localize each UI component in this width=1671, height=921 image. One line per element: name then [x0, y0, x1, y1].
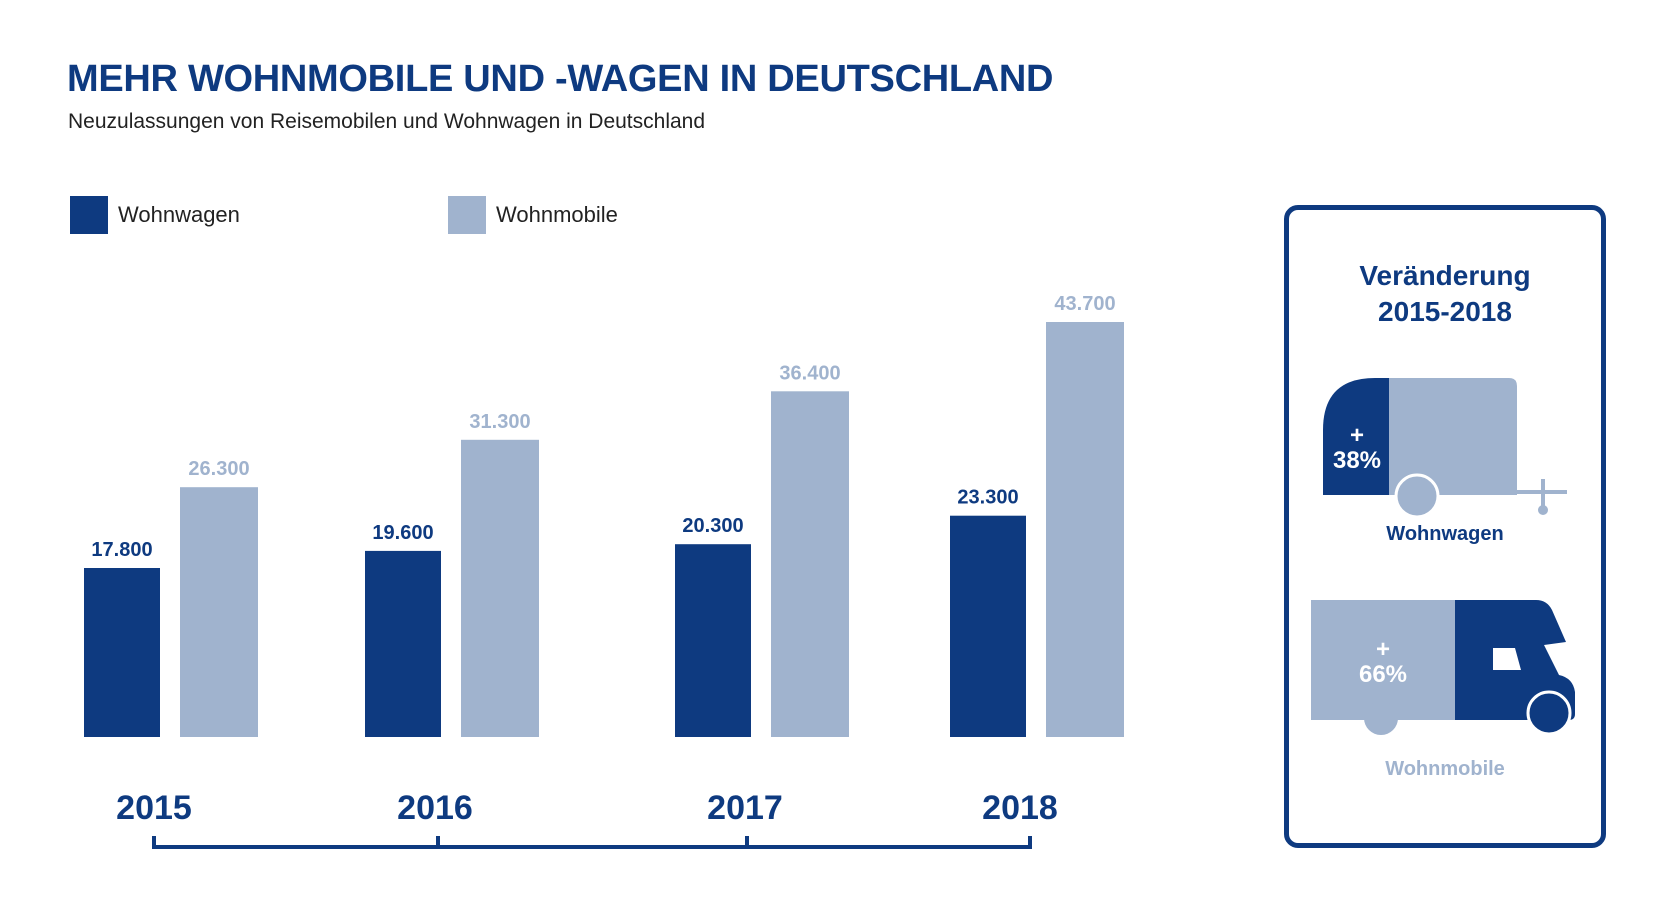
data-label-wohnmobile-2015: 26.300 — [188, 458, 249, 480]
bar-wohnmobile-2017 — [771, 391, 849, 737]
year-label-2015: 2015 — [116, 789, 192, 827]
caravan-pct: 38% — [1333, 447, 1381, 474]
year-label-2017: 2017 — [707, 789, 783, 827]
legend-label-wohnwagen: Wohnwagen — [118, 202, 240, 227]
caravan-icon: + 38% — [1323, 378, 1567, 518]
data-label-wohnwagen-2016: 19.600 — [372, 522, 433, 544]
data-label-wohnwagen-2018: 23.300 — [957, 487, 1018, 509]
legend-label-wohnmobile: Wohnmobile — [496, 202, 618, 227]
motorhome-plus: + — [1376, 636, 1390, 663]
bar-wohnwagen-2015 — [84, 568, 160, 737]
bar-wohnmobile-2015 — [180, 487, 258, 737]
year-label-2016: 2016 — [397, 789, 473, 827]
caravan-plus: + — [1350, 422, 1364, 449]
bar-wohnmobile-2018 — [1046, 322, 1124, 737]
bar-chart: 17.800 26.300 19.600 31.300 20.300 36.400 23.3… — [84, 293, 1124, 849]
data-label-wohnwagen-2017: 20.300 — [682, 515, 743, 537]
panel-title: Veränderung 2015-2018 — [1289, 258, 1601, 330]
chart-title: MEHR WOHNMOBILE UND -WAGEN IN DEUTSCHLAN… — [67, 58, 1054, 100]
bar-group: 17.800 26.300 19.600 31.300 20.300 36.400 23.3… — [84, 293, 1124, 737]
panel-title-line1: Veränderung — [1359, 260, 1531, 291]
motorhome-pct: 66% — [1359, 661, 1407, 688]
data-label-wohnwagen-2015: 17.800 — [91, 539, 152, 561]
year-timeline: 2015 2016 2017 2018 — [116, 789, 1058, 849]
bar-wohnwagen-2018 — [950, 515, 1026, 737]
year-label-2018: 2018 — [982, 789, 1058, 827]
bar-wohnmobile-2016 — [461, 439, 539, 737]
legend-item-wohnwagen: Wohnwagen — [70, 196, 240, 234]
change-panel: Veränderung 2015-2018 + 38% Wohnwagen + … — [1284, 205, 1606, 848]
chart-subtitle: Neuzulassungen von Reisemobilen und Wohn… — [68, 110, 706, 133]
panel-title-line2: 2015-2018 — [1378, 296, 1512, 327]
data-label-wohnmobile-2018: 43.700 — [1054, 293, 1115, 315]
data-label-wohnmobile-2016: 31.300 — [469, 411, 530, 433]
legend-swatch-wohnwagen — [70, 196, 108, 234]
caravan-label: Wohnwagen — [1386, 523, 1504, 545]
motorhome-label: Wohnmobile — [1385, 758, 1505, 780]
bar-wohnwagen-2017 — [675, 544, 751, 737]
bar-wohnwagen-2016 — [365, 550, 441, 737]
legend-swatch-wohnmobile — [448, 196, 486, 234]
data-label-wohnmobile-2017: 36.400 — [779, 362, 840, 384]
motorhome-icon: + 66% — [1311, 600, 1575, 735]
legend-item-wohnmobile: Wohnmobile — [448, 196, 618, 234]
